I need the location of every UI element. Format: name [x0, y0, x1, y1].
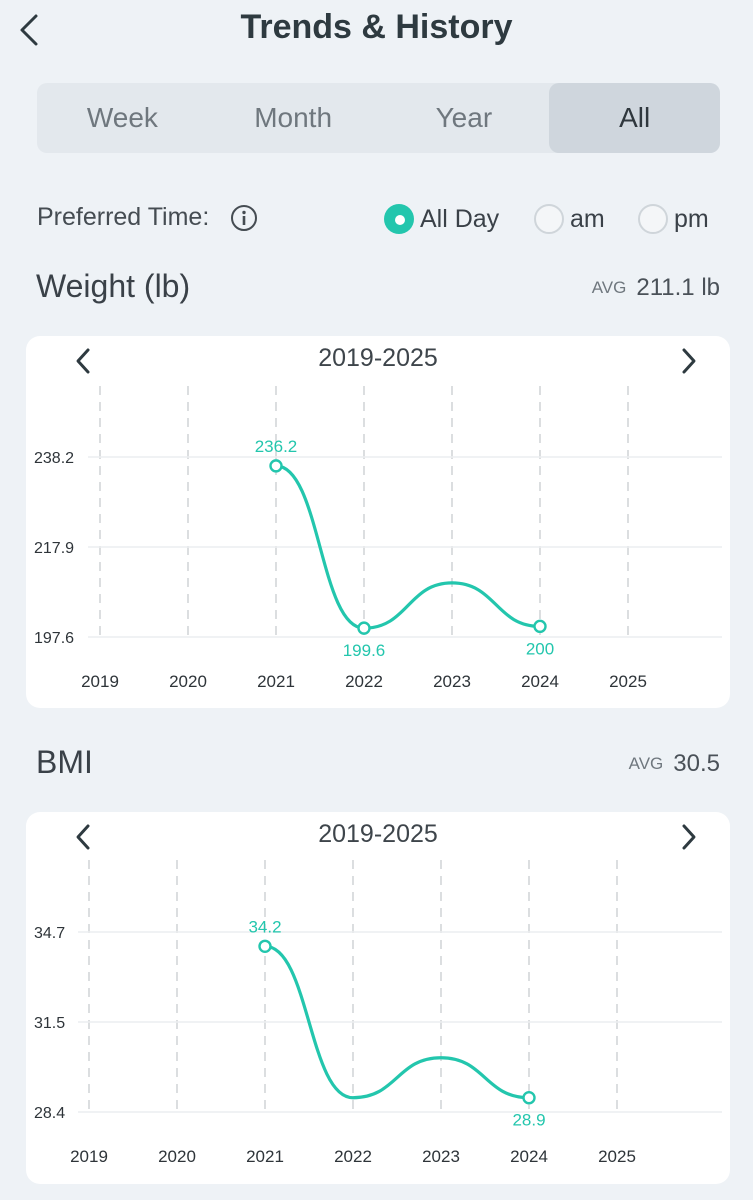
chevron-right-icon[interactable]	[674, 346, 704, 376]
chevron-left-icon	[20, 14, 38, 46]
data-point[interactable]	[357, 621, 371, 635]
avg-label: AVG	[628, 754, 664, 773]
x-tick-label: 2021	[246, 1147, 284, 1166]
avg-value: 211.1 lb	[636, 274, 720, 301]
bmi-section-title: BMI	[36, 744, 93, 780]
x-tick-label: 2024	[521, 672, 559, 691]
chevron-left-icon[interactable]	[68, 822, 98, 852]
tab-year[interactable]: Year	[435, 102, 493, 133]
y-tick-label: 217.9	[34, 540, 74, 557]
radio-all-day[interactable]: All Day	[384, 200, 499, 238]
data-label: 236.2	[255, 437, 298, 456]
data-point[interactable]	[258, 939, 272, 953]
x-tick-label: 2025	[609, 672, 647, 691]
weight-line-chart: 2019 2020 2021 2022 2023 2024 2025 238.2 217.9 19…	[34, 386, 722, 691]
x-tick-label: 2023	[422, 1147, 460, 1166]
data-label: 200	[526, 639, 554, 658]
data-point[interactable]	[269, 459, 283, 473]
radio-empty-icon	[534, 204, 564, 234]
radio-selected-icon	[384, 204, 414, 234]
x-tick-label: 2020	[158, 1147, 196, 1166]
date-range-label: 2019-2025	[318, 820, 438, 848]
y-tick-label: 238.2	[34, 450, 74, 467]
bmi-line-chart: 2019 2020 2021 2022 2023 2024 2025 34.7 31.5 28.4…	[34, 860, 722, 1166]
bmi-chart-card: 2019-2025 2019 2020 2021 2022 2023 2024 2025 34…	[26, 812, 730, 1184]
x-tick-label: 2021	[257, 672, 295, 691]
x-tick-label: 2020	[169, 672, 207, 691]
weight-section-title: Weight (lb)	[36, 268, 191, 304]
data-label: 199.6	[343, 641, 386, 660]
weight-chart-card: 2019-2025 2019 2020 2021 2022 2023 2024 2025 23…	[26, 336, 730, 708]
y-tick-label: 34.7	[34, 925, 65, 942]
data-label: 34.2	[248, 917, 281, 936]
y-tick-label: 28.4	[34, 1105, 65, 1122]
y-tick-label: 31.5	[34, 1015, 65, 1032]
page-title: Trends & History	[240, 8, 513, 46]
data-point[interactable]	[522, 1091, 536, 1105]
chevron-left-icon[interactable]	[68, 346, 98, 376]
tab-month[interactable]: Month	[254, 102, 333, 133]
date-range-label: 2019-2025	[318, 344, 438, 372]
radio-am[interactable]: am	[534, 200, 605, 238]
radio-label: All Day	[420, 204, 500, 233]
chevron-right-icon[interactable]	[674, 822, 704, 852]
x-tick-label: 2022	[334, 1147, 372, 1166]
back-button[interactable]	[10, 10, 50, 50]
series-line	[274, 464, 542, 630]
avg-label: AVG	[591, 278, 627, 297]
info-icon[interactable]	[230, 204, 258, 232]
x-tick-label: 2019	[70, 1147, 108, 1166]
weight-average: AVG 211.1 lb	[592, 274, 720, 302]
tab-all[interactable]: All	[549, 83, 720, 153]
x-tick-label: 2024	[510, 1147, 548, 1166]
radio-label: pm	[674, 204, 709, 233]
bmi-average: AVG 30.5	[629, 750, 720, 778]
header: Trends & History	[0, 0, 753, 62]
radio-empty-icon	[638, 204, 668, 234]
x-tick-label: 2019	[81, 672, 119, 691]
data-point[interactable]	[533, 619, 547, 634]
radio-pm[interactable]: pm	[638, 200, 709, 238]
series-line	[263, 944, 531, 1100]
preferred-time-label: Preferred Time:	[37, 203, 210, 231]
x-tick-label: 2022	[345, 672, 383, 691]
preferred-time-row: Preferred Time: All Day am pm	[37, 200, 720, 240]
x-tick-label: 2023	[433, 672, 471, 691]
tab-week[interactable]: Week	[86, 102, 158, 133]
x-tick-label: 2025	[598, 1147, 636, 1166]
period-selector: Week Month Year All	[37, 83, 720, 153]
data-label: 28.9	[512, 1111, 545, 1130]
avg-value: 30.5	[673, 750, 720, 777]
y-tick-label: 197.6	[34, 630, 74, 647]
radio-label: am	[570, 204, 605, 233]
